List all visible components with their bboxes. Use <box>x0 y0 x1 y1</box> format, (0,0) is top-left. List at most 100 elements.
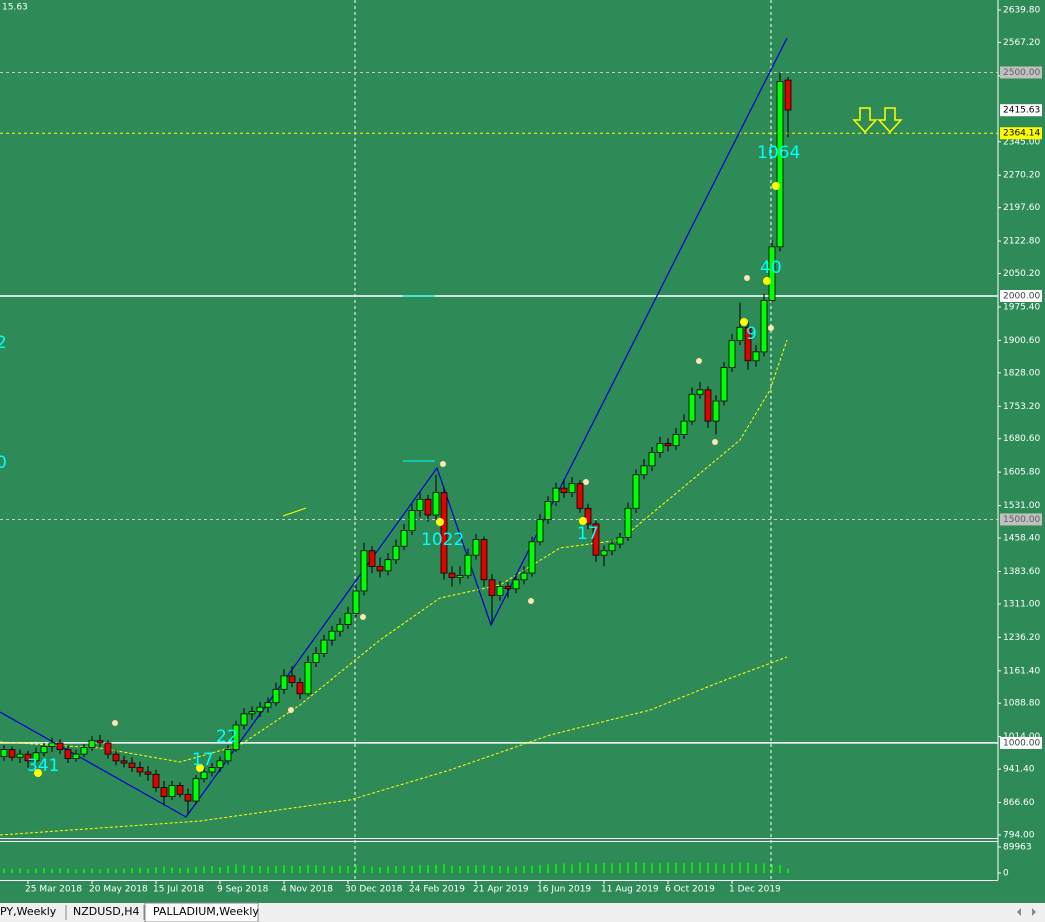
candle-body <box>368 550 376 567</box>
candle-body <box>312 653 320 663</box>
y-tick-label: 2050.20 <box>1003 269 1040 279</box>
dot <box>763 277 771 285</box>
candle-body <box>112 753 120 762</box>
candle-body <box>168 784 176 797</box>
x-tick-label: 25 Mar 2018 <box>25 885 82 895</box>
candle-body <box>152 773 160 789</box>
x-tick-label: 20 May 2018 <box>89 885 148 895</box>
candle-body <box>88 740 96 748</box>
candle-body <box>400 530 408 547</box>
candle-body <box>80 747 88 755</box>
candle-body <box>424 498 432 516</box>
candle-body <box>456 574 464 578</box>
candle-body <box>552 487 560 502</box>
x-tick-label: 24 Feb 2019 <box>409 885 465 895</box>
dot <box>440 461 446 467</box>
candle-body <box>600 550 608 556</box>
down-arrow <box>852 107 878 134</box>
candle-body <box>760 300 768 353</box>
annotation: 1022 <box>421 530 464 550</box>
candle-body <box>392 545 400 561</box>
dot <box>768 325 774 331</box>
dot <box>528 598 534 604</box>
candle-body <box>288 675 296 683</box>
annotation: 2 <box>0 333 7 353</box>
candle-body <box>232 724 240 751</box>
level-box <box>1000 736 1042 749</box>
level-box <box>1000 289 1042 302</box>
level-label: 2415.63 <box>1003 106 1040 116</box>
candle-body <box>504 586 512 590</box>
x-tick-label: 21 Apr 2019 <box>473 885 529 895</box>
y-tick-label: 2639.80 <box>1003 6 1040 16</box>
candle-body <box>768 246 776 301</box>
candle-body <box>120 760 128 764</box>
zigzag <box>0 37 788 818</box>
y-tick-label: 1088.80 <box>1003 699 1040 709</box>
x-tick-label: 9 Sep 2018 <box>217 885 269 895</box>
candle-body <box>472 539 480 556</box>
candle-body <box>32 752 40 762</box>
dot <box>583 479 589 485</box>
dot <box>34 769 42 777</box>
y-tick-label: 941.40 <box>1003 765 1035 775</box>
annotation: 22 <box>216 727 238 747</box>
tab[interactable]: NZDUSD,H4 <box>73 905 140 918</box>
y-tick-label: 1900.60 <box>1003 336 1040 346</box>
x-tick-label: 1 Dec 2019 <box>729 885 781 895</box>
volume <box>3 862 789 873</box>
candle-body <box>592 523 600 556</box>
y-tick-label: 1680.60 <box>1003 434 1040 444</box>
active-tab[interactable] <box>144 902 259 922</box>
candle-body <box>624 507 632 538</box>
candle-body <box>256 706 264 713</box>
annotation: 341 <box>27 756 59 776</box>
dot <box>579 517 587 525</box>
tab-bar <box>0 903 1045 922</box>
y-tick-label: 1531.00 <box>1003 501 1040 511</box>
candle-body <box>296 682 304 695</box>
candle-body <box>784 79 792 111</box>
x-tick-label: 6 Oct 2019 <box>665 885 715 895</box>
background <box>0 0 1045 903</box>
y-tick-label: 1383.60 <box>1003 567 1040 577</box>
scroll-right[interactable] <box>1032 908 1036 916</box>
candle-body <box>608 543 616 552</box>
dot <box>772 182 780 190</box>
candle-body <box>568 483 576 494</box>
ma-short <box>0 339 788 763</box>
fractals-light <box>112 275 774 726</box>
candle-body <box>384 559 392 572</box>
annotation: 17 <box>577 524 599 544</box>
candle-body <box>664 443 672 447</box>
candle-body <box>40 746 48 754</box>
candle-body <box>416 498 424 511</box>
level-box <box>1000 66 1042 79</box>
candle-body <box>752 351 760 362</box>
candle-body <box>712 400 720 422</box>
candle-body <box>640 465 648 476</box>
y-tick-label: 1753.20 <box>1003 402 1040 412</box>
candle-body <box>24 753 32 762</box>
tab[interactable]: PALLADIUM,Weekly <box>153 905 259 918</box>
down-arrow <box>877 107 903 134</box>
candle-body <box>440 492 448 574</box>
y-tick-label: 794.00 <box>1003 831 1035 841</box>
candles <box>0 72 792 815</box>
volume-tick-label: 0 <box>1003 869 1009 879</box>
candle-body <box>688 393 696 422</box>
candle-body <box>672 434 680 447</box>
candle-body <box>360 550 368 592</box>
x-tick-label: 16 Jun 2019 <box>537 885 591 895</box>
candle-body <box>352 590 360 614</box>
candle-body <box>680 420 688 435</box>
volume-tick-label: 89963 <box>1003 843 1032 853</box>
annotation: 1064 <box>757 143 800 163</box>
scroll-left[interactable] <box>1017 908 1021 916</box>
candle-body <box>0 749 8 757</box>
annotation: 0 <box>0 453 7 473</box>
tab[interactable]: PY,Weekly <box>0 905 57 918</box>
y-tick-label: 1311.00 <box>1003 599 1040 609</box>
annotation: 40 <box>760 258 782 278</box>
candle-body <box>344 612 352 625</box>
